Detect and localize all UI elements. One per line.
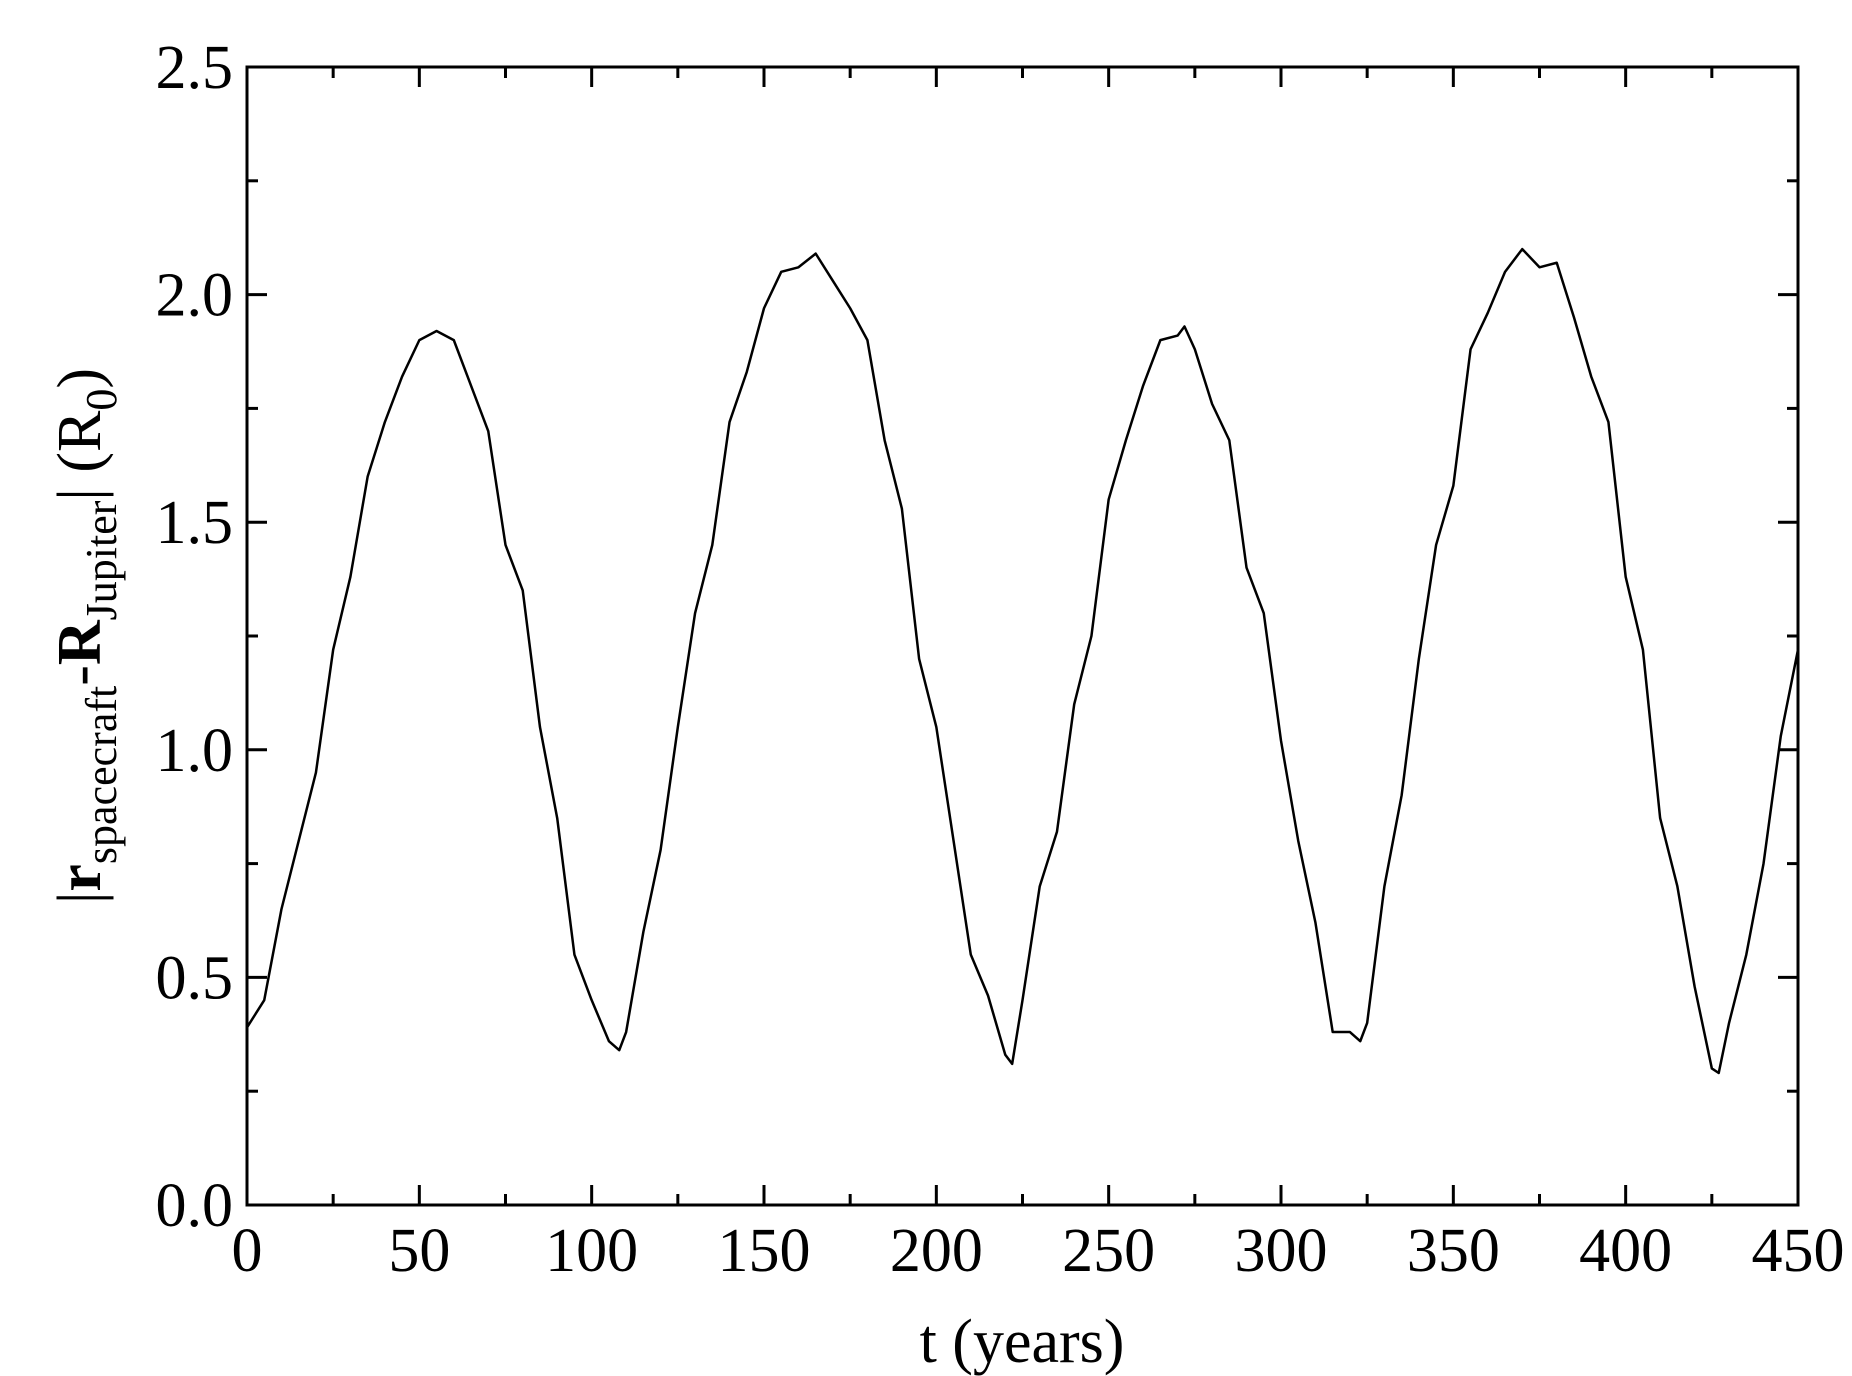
y-tick-label: 2.0: [156, 262, 234, 330]
x-tick-label: 250: [1062, 1217, 1155, 1285]
y-tick-label: 1.5: [156, 489, 234, 557]
x-tick-label: 50: [388, 1217, 450, 1285]
x-tick-label: 0: [232, 1217, 263, 1285]
y-label-part: R: [46, 619, 114, 665]
data-line: [245, 247, 1800, 1075]
x-tick-label: 100: [545, 1217, 638, 1285]
y-label-part: |: [46, 892, 114, 904]
x-tick-label: 450: [1752, 1217, 1845, 1285]
y-tick-label: 2.5: [156, 34, 234, 102]
x-tick-label: 150: [718, 1217, 811, 1285]
y-tick-label: 1.0: [156, 717, 234, 785]
y-tick-label: 0.0: [156, 1172, 234, 1240]
y-label-part: Jupiter: [77, 500, 126, 620]
x-tick-label: 300: [1235, 1217, 1328, 1285]
y-label-part: -: [46, 665, 114, 686]
x-axis-label: t (years): [920, 1308, 1125, 1376]
x-tick-label: 350: [1407, 1217, 1500, 1285]
y-label-part: spacecraft: [77, 686, 126, 864]
y-axis-label: |rspacecraft-RJupiter| (R0): [46, 368, 126, 904]
plot-frame: [245, 65, 1800, 1207]
y-label-part: r: [46, 864, 114, 892]
y-label-part: | (R: [46, 410, 114, 501]
y-label-part: 0: [77, 389, 126, 411]
y-label-part: ): [46, 368, 114, 389]
x-tick-label: 200: [890, 1217, 983, 1285]
y-tick-label: 0.5: [156, 944, 234, 1012]
x-tick-label: 400: [1579, 1217, 1672, 1285]
